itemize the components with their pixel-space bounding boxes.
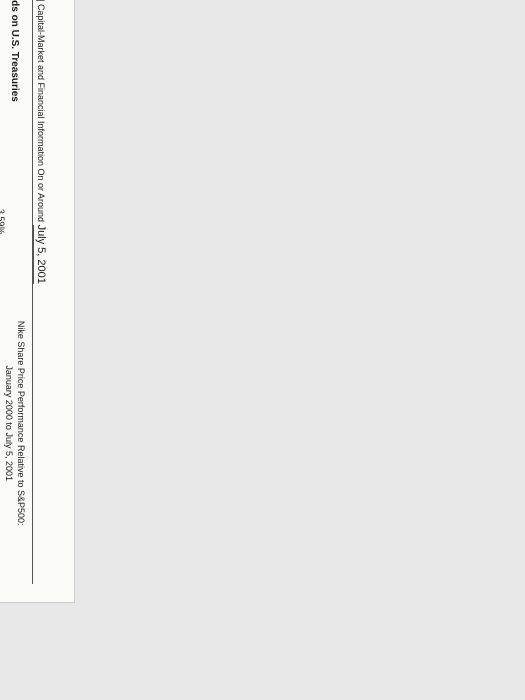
treasury-yield: 3.59% bbox=[0, 106, 7, 238]
content-columns: Current Yields on U.S. Treasuries 3-mont… bbox=[0, 0, 26, 584]
treasury-term: 3-month bbox=[0, 0, 7, 106]
page-number: 240 bbox=[51, 0, 62, 584]
right-column: Nike Share Price Performance Relative to… bbox=[0, 262, 26, 584]
exhibit-page: 240 EXHIBIT 4 | Capital-Market and Finan… bbox=[0, 0, 75, 603]
treasuries-heading: Current Yields on U.S. Treasuries bbox=[9, 0, 20, 238]
chart-title: Nike Share Price Performance Relative to… bbox=[16, 262, 26, 584]
exhibit-date: July 5, 2001 bbox=[33, 225, 47, 284]
exhibit-header: EXHIBIT 4 | Capital-Market and Financial… bbox=[32, 0, 47, 584]
exhibit-title: Capital-Market and Financial Information… bbox=[36, 4, 46, 222]
treasuries-table: 3-month3.59%6-month3.59%1-year3.59%5-yea… bbox=[0, 0, 7, 238]
left-column: Current Yields on U.S. Treasuries 3-mont… bbox=[0, 0, 26, 238]
chart-subtitle: January 2000 to July 5, 2001 bbox=[4, 262, 14, 584]
